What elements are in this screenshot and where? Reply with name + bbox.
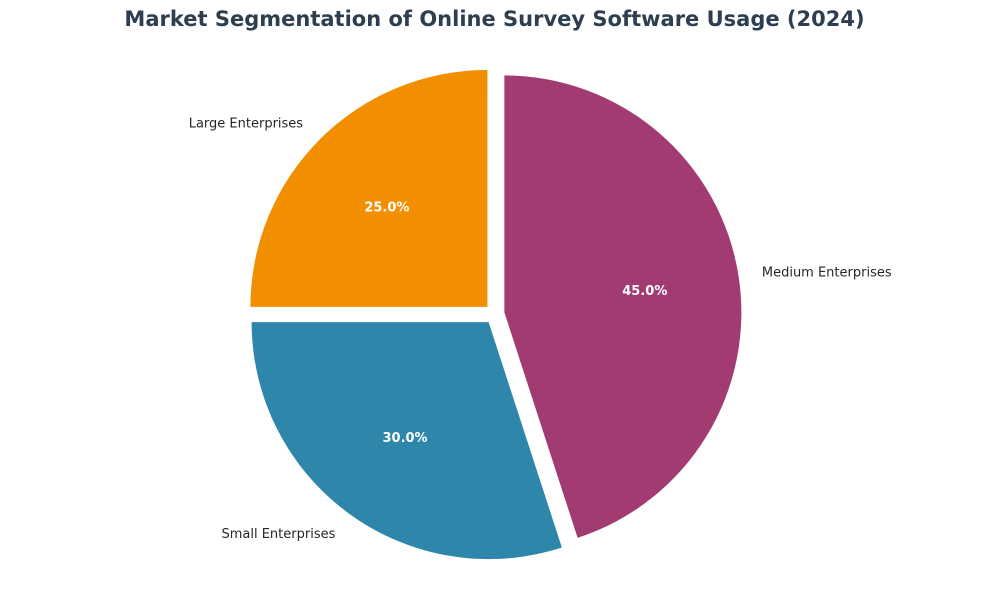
slice-category-label: Medium Enterprises xyxy=(762,266,892,281)
slice-category-label: Small Enterprises xyxy=(221,527,335,542)
chart-title: Market Segmentation of Online Survey Sof… xyxy=(124,7,864,31)
pie-slice xyxy=(504,75,742,538)
pie-slices xyxy=(250,69,742,560)
slice-percent-label: 25.0% xyxy=(364,200,409,215)
slice-category-label: Large Enterprises xyxy=(189,117,304,132)
pie-slice xyxy=(251,322,562,560)
pie-labels: Large Enterprises 25.0% Small Enterprises 3… xyxy=(189,117,892,542)
slice-percent-label: 30.0% xyxy=(382,431,427,446)
pie-slice xyxy=(250,69,488,307)
slice-percent-label: 45.0% xyxy=(622,284,667,299)
